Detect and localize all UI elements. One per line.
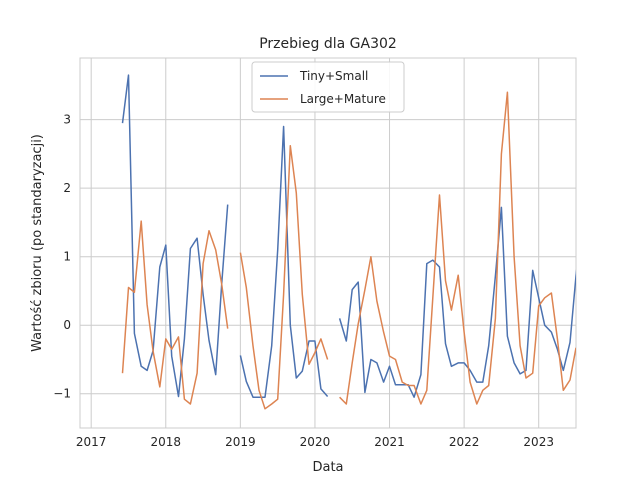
series-line-large-mature	[239, 144, 329, 410]
series-large-mature	[121, 91, 576, 410]
x-axis-ticks: 2017 2018 2019 2020 2021 2022 2023	[76, 435, 554, 449]
y-tick-label: 2	[63, 181, 71, 195]
y-tick-label: 1	[63, 250, 71, 264]
series-line-large-mature	[339, 91, 576, 405]
series-layer	[121, 74, 576, 410]
series-line-large-mature	[121, 220, 229, 405]
x-tick-label: 2019	[225, 435, 256, 449]
plot-frame	[79, 57, 577, 429]
y-axis-ticks: −1 0 1 2 3	[53, 113, 71, 401]
legend-label-tiny-small: Tiny+Small	[299, 69, 368, 83]
x-tick-label: 2018	[151, 435, 182, 449]
series-line-tiny-small	[239, 125, 329, 398]
x-tick-label: 2020	[300, 435, 331, 449]
grid	[80, 58, 576, 428]
x-axis-label: Data	[312, 460, 343, 475]
y-tick-label: 0	[63, 318, 71, 332]
series-line-tiny-small	[338, 206, 576, 398]
x-tick-label: 2021	[374, 435, 405, 449]
series-line-tiny-small	[121, 74, 229, 398]
legend-box	[251, 61, 405, 113]
x-tick-label: 2017	[76, 435, 107, 449]
y-tick-label: −1	[53, 387, 71, 401]
y-tick-label: 3	[63, 113, 71, 127]
y-axis-label: Wartość zbioru (po standaryzacji)	[30, 134, 45, 352]
legend-label-large-mature: Large+Mature	[300, 92, 386, 106]
x-tick-label: 2022	[449, 435, 480, 449]
series-tiny-small	[121, 74, 576, 398]
chart-title: Przebieg dla GA302	[259, 36, 397, 52]
legend: Tiny+Small Large+Mature	[251, 61, 405, 113]
x-tick-label: 2023	[523, 435, 554, 449]
